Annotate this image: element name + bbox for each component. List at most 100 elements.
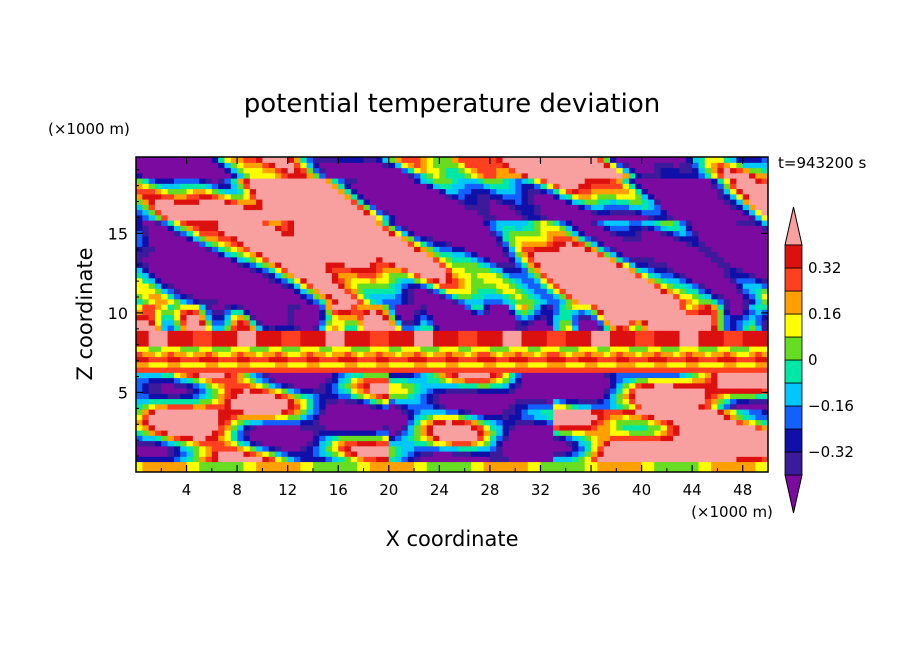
- heatmap-cell: [319, 220, 327, 226]
- heatmap-cell: [458, 246, 466, 253]
- heatmap-cell: [622, 167, 630, 174]
- heatmap-cell: [281, 361, 289, 368]
- heatmap-cell: [597, 466, 605, 472]
- heatmap-cell: [142, 461, 150, 468]
- heatmap-cell: [458, 319, 466, 326]
- heatmap-cell: [230, 272, 238, 279]
- heatmap-cell: [154, 440, 162, 447]
- heatmap-cell: [331, 225, 339, 232]
- heatmap-cell: [445, 445, 453, 452]
- heatmap-cell: [508, 188, 516, 195]
- heatmap-cell: [268, 220, 276, 226]
- heatmap-cell: [294, 304, 301, 310]
- heatmap-cell: [610, 183, 617, 190]
- heatmap-cell: [224, 162, 232, 169]
- heatmap-cell: [496, 262, 504, 268]
- heatmap-cell: [540, 267, 548, 274]
- heatmap-cell: [199, 267, 207, 274]
- heatmap-cell: [553, 346, 561, 352]
- heatmap-cell: [230, 256, 238, 263]
- heatmap-cell: [622, 230, 630, 237]
- heatmap-cell: [173, 377, 181, 384]
- heatmap-cell: [186, 235, 194, 242]
- heatmap-cell: [470, 377, 478, 384]
- heatmap-cell: [325, 346, 333, 352]
- heatmap-cell: [357, 178, 365, 184]
- heatmap-cell: [376, 319, 384, 326]
- heatmap-cell: [300, 382, 308, 389]
- heatmap-cell: [294, 351, 301, 358]
- heatmap-cell: [502, 367, 510, 373]
- heatmap-cell: [363, 204, 371, 211]
- heatmap-cell: [148, 251, 156, 258]
- heatmap-cell: [142, 167, 150, 174]
- heatmap-cell: [426, 246, 434, 253]
- heatmap-cell: [148, 246, 156, 253]
- heatmap-cell: [331, 298, 339, 305]
- heatmap-cell: [142, 188, 150, 195]
- heatmap-cell: [186, 335, 194, 342]
- heatmap-cell: [647, 304, 655, 310]
- heatmap-cell: [224, 435, 232, 442]
- heatmap-cell: [502, 220, 510, 226]
- heatmap-cell: [256, 183, 263, 190]
- heatmap-cell: [603, 246, 611, 253]
- heatmap-cell: [654, 209, 662, 216]
- heatmap-cell: [199, 325, 207, 331]
- heatmap-cell: [534, 346, 542, 352]
- heatmap-cell: [388, 461, 396, 468]
- heatmap-cell: [616, 251, 624, 258]
- heatmap-cell: [262, 267, 270, 274]
- heatmap-cell: [192, 199, 200, 205]
- heatmap-cell: [597, 298, 605, 305]
- heatmap-cell: [628, 230, 636, 237]
- heatmap-cell: [439, 367, 447, 373]
- heatmap-cell: [287, 382, 295, 389]
- heatmap-cell: [331, 209, 339, 216]
- heatmap-cell: [502, 393, 510, 400]
- heatmap-cell: [515, 272, 523, 279]
- heatmap-cell: [515, 340, 523, 347]
- heatmap-cell: [464, 440, 472, 447]
- heatmap-cell: [300, 456, 308, 463]
- heatmap-cell: [534, 225, 542, 232]
- heatmap-cell: [616, 356, 624, 363]
- heatmap-cell: [458, 466, 466, 472]
- heatmap-cell: [205, 167, 213, 174]
- heatmap-cell: [224, 398, 232, 405]
- heatmap-cell: [388, 172, 396, 179]
- heatmap-cell: [458, 393, 466, 400]
- heatmap-cell: [407, 172, 415, 179]
- heatmap-cell: [369, 214, 377, 221]
- heatmap-cell: [647, 293, 655, 300]
- heatmap-cell: [199, 220, 207, 226]
- heatmap-cell: [483, 445, 491, 452]
- heatmap-cell: [559, 235, 567, 242]
- heatmap-cell: [325, 319, 333, 326]
- heatmap-cell: [357, 283, 365, 289]
- heatmap-cell: [256, 309, 263, 316]
- heatmap-cell: [325, 230, 333, 237]
- heatmap-cell: [211, 372, 219, 379]
- heatmap-cell: [357, 209, 365, 216]
- heatmap-cell: [338, 356, 346, 363]
- heatmap-cell: [186, 241, 194, 247]
- heatmap-cell: [230, 466, 238, 472]
- heatmap-cell: [603, 393, 611, 400]
- heatmap-cell: [287, 314, 295, 321]
- heatmap-cell: [647, 214, 655, 221]
- heatmap-cell: [148, 398, 156, 405]
- heatmap-cell: [344, 178, 352, 184]
- heatmap-cell: [628, 193, 636, 200]
- heatmap-cell: [338, 283, 346, 289]
- heatmap-cell: [230, 220, 238, 226]
- heatmap-cell: [628, 367, 636, 373]
- heatmap-cell: [161, 361, 169, 368]
- heatmap-cell: [249, 178, 257, 184]
- heatmap-cell: [584, 172, 592, 179]
- heatmap-cell: [218, 319, 226, 326]
- heatmap-cell: [584, 225, 592, 232]
- heatmap-cell: [464, 424, 472, 431]
- heatmap-cell: [483, 319, 491, 326]
- heatmap-cell: [445, 230, 453, 237]
